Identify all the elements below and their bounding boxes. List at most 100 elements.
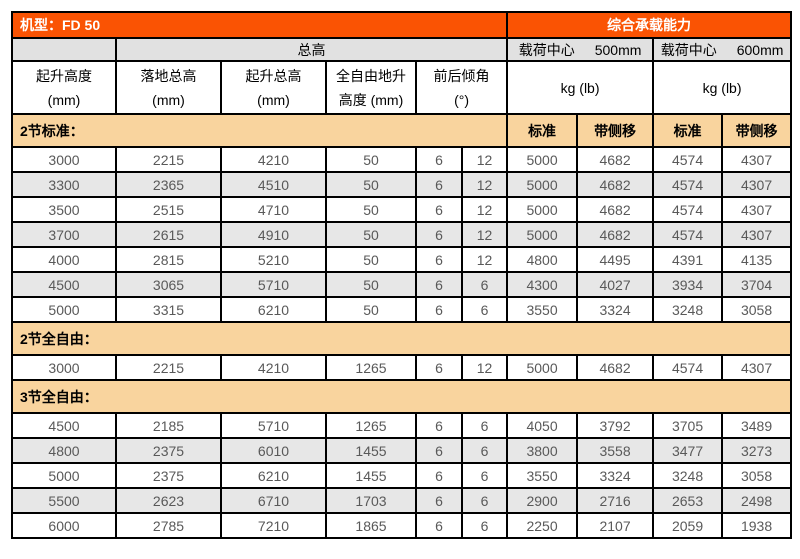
data-cell: 3800 bbox=[506, 437, 579, 464]
data-cell: 6 bbox=[415, 412, 463, 439]
data-cell: 3273 bbox=[721, 437, 793, 464]
data-cell: 4000 bbox=[11, 246, 117, 273]
data-cell: 12 bbox=[460, 246, 509, 273]
data-cell: 4300 bbox=[506, 271, 579, 298]
data-cell: 4574 bbox=[652, 196, 724, 223]
data-cell: 6210 bbox=[220, 462, 327, 489]
data-cell: 3477 bbox=[652, 437, 724, 464]
col-header-lowered-height: 落地总高 (mm) bbox=[115, 60, 222, 115]
section-label: 3节全自由： bbox=[10, 379, 793, 414]
data-cell: 2250 bbox=[506, 512, 579, 539]
data-cell: 2716 bbox=[576, 487, 655, 514]
data-row: 5500 2623 6710 1703 6 6 2900 2716 2653 2498 bbox=[11, 487, 793, 514]
data-row: 4800 2375 6010 1455 6 6 3800 3558 3477 3273 bbox=[11, 437, 793, 464]
data-cell: 2365 bbox=[115, 171, 222, 198]
data-cell: 4210 bbox=[220, 146, 327, 173]
col-header-kg-lb-600: kg (lb) bbox=[652, 60, 793, 115]
data-cell: 3500 bbox=[11, 196, 117, 223]
data-cell: 2059 bbox=[652, 512, 724, 539]
data-cell: 50 bbox=[325, 296, 417, 323]
sub-header-cell: 标准 bbox=[652, 113, 724, 148]
data-cell: 50 bbox=[325, 171, 417, 198]
data-cell: 5000 bbox=[506, 171, 579, 198]
data-cell: 2623 bbox=[115, 487, 222, 514]
data-cell: 6 bbox=[460, 271, 509, 298]
data-cell: 3000 bbox=[11, 146, 117, 173]
data-cell: 4574 bbox=[652, 221, 724, 248]
data-cell: 2375 bbox=[115, 437, 222, 464]
data-cell: 6 bbox=[460, 412, 509, 439]
col-header-tilt-angle: 前后倾角 (°) bbox=[414, 60, 509, 115]
data-cell: 3065 bbox=[115, 271, 222, 298]
data-row: 3000 2215 4210 50 6 12 5000 4682 4574 4307 bbox=[11, 146, 793, 173]
data-cell: 4574 bbox=[652, 171, 724, 198]
data-row: 5000 2375 6210 1455 6 6 3550 3324 3248 3058 bbox=[11, 462, 793, 489]
data-cell: 1455 bbox=[325, 437, 417, 464]
data-cell: 50 bbox=[325, 221, 417, 248]
data-cell: 4027 bbox=[576, 271, 655, 298]
data-cell: 2653 bbox=[652, 487, 724, 514]
data-cell: 1455 bbox=[325, 462, 417, 489]
data-cell: 4050 bbox=[506, 412, 579, 439]
data-cell: 5210 bbox=[220, 246, 327, 273]
sub-header-cell: 带侧移 bbox=[721, 113, 793, 148]
data-cell: 4910 bbox=[220, 221, 327, 248]
data-cell: 3324 bbox=[576, 296, 655, 323]
data-cell: 4210 bbox=[220, 354, 327, 381]
data-row: 3500 2515 4710 50 6 12 5000 4682 4574 4307 bbox=[11, 196, 793, 223]
data-cell: 2900 bbox=[506, 487, 579, 514]
data-cell: 3550 bbox=[506, 296, 579, 323]
data-cell: 5000 bbox=[11, 296, 117, 323]
data-cell: 7210 bbox=[220, 512, 327, 539]
data-cell: 12 bbox=[460, 221, 509, 248]
data-row: 3000 2215 4210 1265 6 12 5000 4682 4574 4307 bbox=[11, 354, 793, 381]
data-cell: 4500 bbox=[11, 271, 117, 298]
data-cell: 2515 bbox=[115, 196, 222, 223]
data-cell: 4682 bbox=[576, 221, 655, 248]
empty-corner-cell bbox=[11, 37, 117, 62]
data-cell: 5000 bbox=[506, 146, 579, 173]
data-cell: 6710 bbox=[220, 487, 327, 514]
data-cell: 4307 bbox=[721, 171, 793, 198]
data-cell: 5710 bbox=[220, 271, 327, 298]
overall-height-row: 总高 载荷中心 500mm 载荷中心 600mm bbox=[11, 37, 793, 62]
data-cell: 6 bbox=[415, 296, 463, 323]
model-title: 机型：FD 50 bbox=[10, 11, 509, 39]
data-cell: 6 bbox=[415, 462, 463, 489]
data-row: 4000 2815 5210 50 6 12 4800 4495 4391 4135 bbox=[11, 246, 793, 273]
data-cell: 4307 bbox=[721, 354, 793, 381]
data-cell: 6 bbox=[415, 487, 463, 514]
data-cell: 4500 bbox=[11, 412, 117, 439]
data-cell: 6 bbox=[415, 171, 463, 198]
data-cell: 1703 bbox=[325, 487, 417, 514]
sub-header-cell: 标准 bbox=[506, 113, 579, 148]
data-cell: 2215 bbox=[115, 354, 222, 381]
load-center-500-value: 500mm bbox=[594, 41, 642, 58]
data-cell: 2375 bbox=[115, 462, 222, 489]
data-cell: 3248 bbox=[652, 462, 724, 489]
data-cell: 2785 bbox=[115, 512, 222, 539]
col-header-lift-height: 起升高度 (mm) bbox=[11, 60, 117, 115]
load-center-600-cell: 载荷中心 600mm bbox=[652, 37, 793, 62]
section-row: 3节全自由： bbox=[10, 379, 793, 414]
load-center-500-cell: 载荷中心 500mm bbox=[506, 37, 655, 62]
data-cell: 3704 bbox=[721, 271, 793, 298]
load-center-600-value: 600mm bbox=[736, 41, 784, 58]
data-cell: 2215 bbox=[115, 146, 222, 173]
data-cell: 5710 bbox=[220, 412, 327, 439]
data-row: 4500 2185 5710 1265 6 6 4050 3792 3705 3489 bbox=[11, 412, 793, 439]
data-cell: 3489 bbox=[721, 412, 793, 439]
data-cell: 2815 bbox=[115, 246, 222, 273]
data-cell: 12 bbox=[460, 196, 509, 223]
data-cell: 50 bbox=[325, 146, 417, 173]
data-cell: 6 bbox=[460, 462, 509, 489]
data-cell: 6 bbox=[415, 196, 463, 223]
data-cell: 4710 bbox=[220, 196, 327, 223]
data-cell: 6 bbox=[415, 354, 463, 381]
col-header-extended-height: 起升总高 (mm) bbox=[220, 60, 327, 115]
data-cell: 3300 bbox=[11, 171, 117, 198]
data-row: 4500 3065 5710 50 6 6 4300 4027 3934 3704 bbox=[11, 271, 793, 298]
data-cell: 2498 bbox=[721, 487, 793, 514]
data-cell: 5000 bbox=[506, 196, 579, 223]
data-cell: 3315 bbox=[115, 296, 222, 323]
